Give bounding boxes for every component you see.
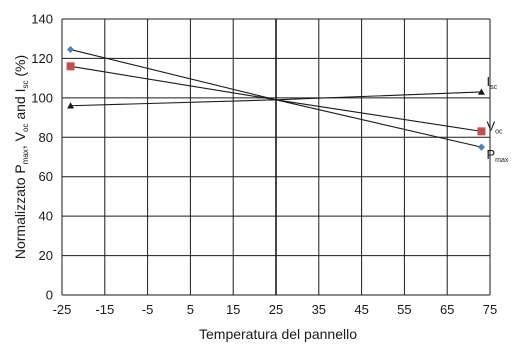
- y-tick-label: 100: [31, 90, 53, 105]
- x-tick-label: -15: [95, 302, 114, 317]
- x-tick-label: 5: [187, 302, 194, 317]
- y-tick-labels: 0 20 40 60 80 100 120 140: [31, 12, 53, 303]
- y-tick-label: 20: [39, 248, 53, 263]
- y-tick-label: 120: [31, 51, 53, 66]
- y-axis-title: Normalizzato Pmax, Voc and Isc (%): [12, 55, 30, 259]
- x-tick-label: 55: [397, 302, 411, 317]
- x-tick-label: 25: [269, 302, 283, 317]
- x-tick-label: 35: [312, 302, 326, 317]
- data-point-p-start: [66, 45, 75, 54]
- series-line-i: [70, 91, 482, 107]
- y-tick-label: 40: [39, 209, 53, 224]
- x-tick-label: 15: [226, 302, 240, 317]
- series-lines: [70, 49, 482, 148]
- data-point-v-end: [477, 127, 486, 136]
- series-label-v: Voc: [486, 118, 503, 135]
- y-tick-label: 80: [39, 130, 53, 145]
- x-tick-label: 45: [354, 302, 368, 317]
- data-point-p-end: [477, 143, 486, 151]
- x-tick-labels: -25 -15 -5 5 15 25 35 45 55 65 75: [53, 302, 498, 317]
- x-axis-title: Temperatura del pannello: [199, 326, 357, 342]
- series-label-i: Isc: [486, 74, 497, 91]
- x-tick-label: 65: [440, 302, 454, 317]
- y-tick-label: 60: [39, 169, 53, 184]
- data-point-v-start: [66, 62, 75, 71]
- grid: [61, 18, 491, 296]
- y-tick-label: 0: [46, 288, 53, 303]
- y-tick-label: 140: [31, 12, 53, 27]
- x-tick-label: -25: [53, 302, 72, 317]
- x-tick-label: 75: [483, 302, 497, 317]
- series-markers: [66, 45, 486, 151]
- data-point-i-start: [67, 102, 75, 109]
- series-labels: Pmax Voc Isc: [486, 74, 508, 164]
- series-label-p: Pmax: [486, 147, 508, 164]
- data-point-i-end: [477, 88, 485, 95]
- x-tick-label: -5: [142, 302, 154, 317]
